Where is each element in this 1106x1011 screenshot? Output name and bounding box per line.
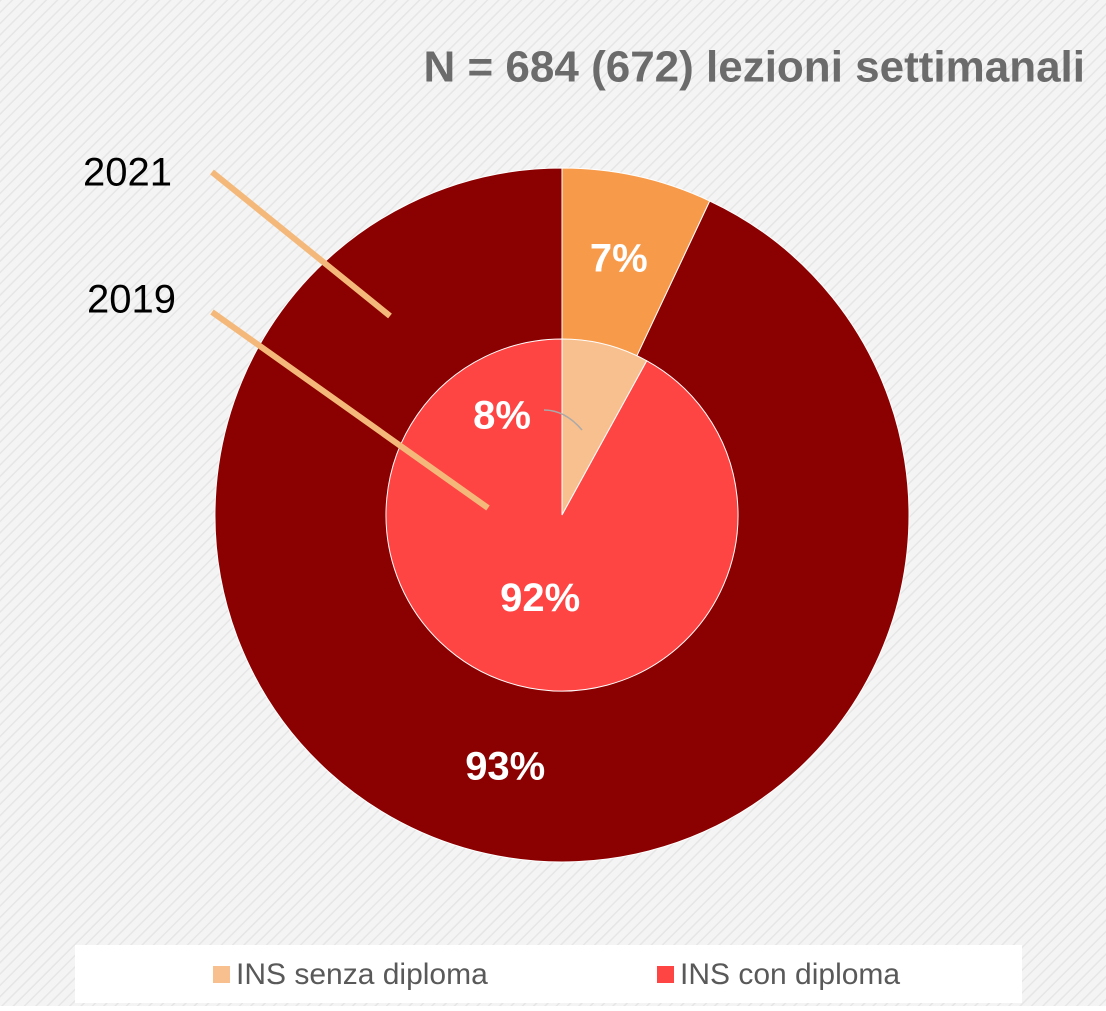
- ring-label: 2021: [83, 151, 172, 195]
- ring-label: 2019: [87, 278, 176, 322]
- legend-swatch: [657, 966, 674, 983]
- legend-swatch: [213, 966, 230, 983]
- leader-line: [210, 309, 490, 511]
- legend-label: INS con diploma: [680, 958, 900, 991]
- data-label: 92%: [500, 576, 580, 620]
- data-label: 8%: [473, 394, 531, 438]
- chart-title: N = 684 (672) lezioni settimanali: [424, 43, 1085, 92]
- data-label: 7%: [590, 237, 648, 281]
- legend-label: INS senza diploma: [236, 958, 488, 991]
- label-leader: [543, 409, 583, 431]
- pies: [214, 167, 910, 863]
- legend: INS senza diploma INS con diploma: [213, 958, 900, 991]
- legend-box: [75, 945, 1022, 1003]
- pie-slice: [385, 338, 739, 692]
- data-label: 93%: [465, 745, 545, 789]
- leader-line: [210, 169, 392, 319]
- pie-slice: [561, 338, 648, 516]
